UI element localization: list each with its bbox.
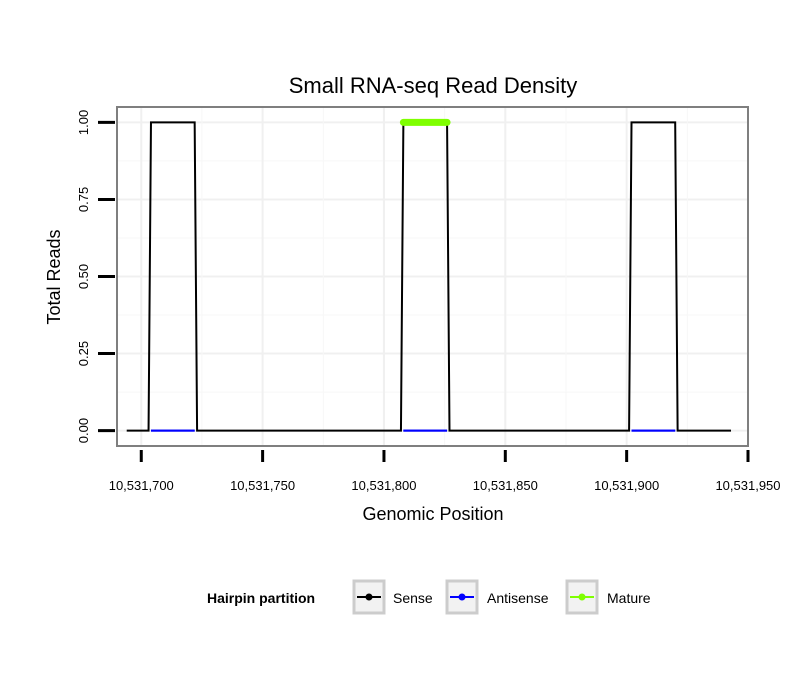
- y-axis: 0.00 0.25 0.50 0.75 1.00: [76, 110, 115, 443]
- y-tick-label: 0.00: [76, 418, 91, 443]
- x-axis-title: Genomic Position: [362, 504, 503, 524]
- x-tick-label: 10,531,900: [594, 478, 659, 493]
- plot-border: [116, 106, 749, 447]
- legend-point-mature: [578, 593, 586, 601]
- legend-point-sense: [365, 593, 373, 601]
- legend-label-sense: Sense: [393, 590, 433, 606]
- legend: Hairpin partition Sense Antisense Mature: [207, 579, 651, 615]
- y-tick-label: 0.50: [76, 264, 91, 289]
- legend-title: Hairpin partition: [207, 590, 315, 606]
- x-axis: 10,531,700 10,531,750 10,531,800 10,531,850…: [109, 450, 781, 493]
- y-tick-label: 1.00: [76, 110, 91, 135]
- x-tick-label: 10,531,850: [473, 478, 538, 493]
- y-axis-title: Total Reads: [44, 229, 64, 324]
- legend-label-antisense: Antisense: [487, 590, 549, 606]
- grid: [117, 107, 748, 446]
- legend-label-mature: Mature: [607, 590, 651, 606]
- x-tick-label: 10,531,750: [230, 478, 295, 493]
- y-tick-label: 0.75: [76, 187, 91, 212]
- x-tick-label: 10,531,800: [351, 478, 416, 493]
- x-tick-label: 10,531,700: [109, 478, 174, 493]
- series-layer: [126, 118, 732, 432]
- y-tick-label: 0.25: [76, 341, 91, 366]
- x-tick-label: 10,531,950: [715, 478, 780, 493]
- legend-point-antisense: [458, 593, 466, 601]
- chart-title: Small RNA-seq Read Density: [289, 73, 578, 98]
